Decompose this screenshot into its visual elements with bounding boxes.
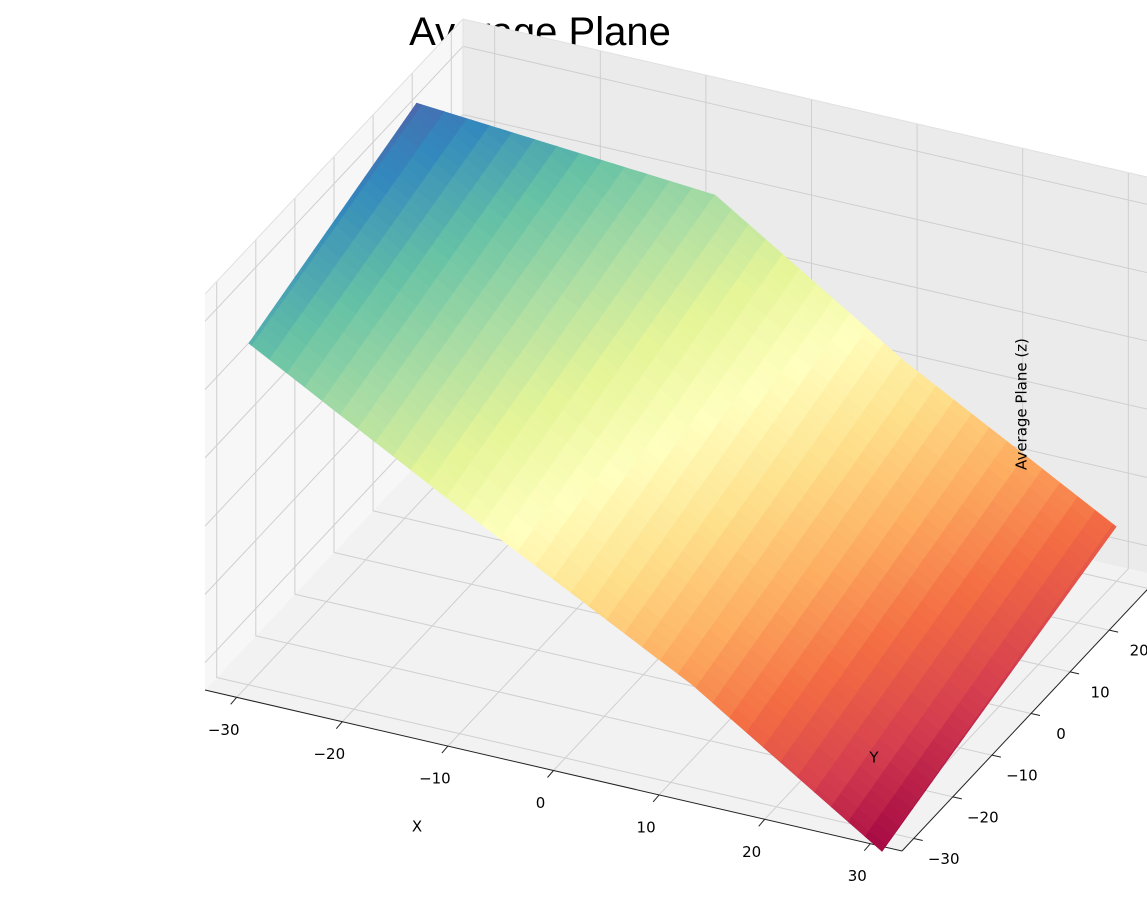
z-axis-label: Average Plane (z) [1013, 338, 1031, 470]
x-tick-label: 0 [536, 794, 546, 812]
surface-patch [437, 0, 461, 20]
surface-patch [418, 24, 442, 47]
y-tick [952, 796, 962, 800]
tick-marks [230, 629, 1119, 852]
x-tick [441, 745, 449, 754]
surface-patch [903, 849, 929, 852]
surface-patch [922, 822, 948, 847]
surface-patch [874, 854, 898, 877]
x-tick-label: −30 [208, 721, 240, 739]
y-tick [1109, 629, 1119, 633]
y-gridline [255, 239, 953, 798]
x-tick [758, 818, 766, 827]
surface-patch [424, 15, 448, 38]
y-tick-label: −10 [1006, 767, 1038, 785]
y-tick [913, 838, 923, 841]
surface-patch [474, 0, 498, 7]
surface-patch [431, 6, 455, 29]
surface-patch [891, 868, 915, 891]
y-tick-label: 0 [1056, 725, 1066, 743]
x-tick [230, 696, 238, 705]
y-gridline [216, 281, 914, 839]
surface-patch [491, 0, 515, 21]
x-axis-label: X [412, 818, 422, 836]
x-tick [547, 770, 554, 778]
y-tick-label: −20 [967, 808, 999, 826]
x-tick-label: −20 [313, 745, 345, 763]
y-tick [1030, 713, 1041, 716]
surface-patch [867, 863, 891, 886]
x-tick [863, 843, 871, 852]
x-tick-label: 20 [742, 843, 761, 861]
surface-patch [444, 0, 468, 11]
x-tick [335, 721, 343, 730]
y-axis-label: Y [868, 749, 879, 767]
x-tick-label: 10 [637, 818, 656, 836]
y-tick-label: 10 [1091, 683, 1110, 701]
x-tick [652, 794, 660, 803]
x-tick-label: 30 [848, 867, 867, 885]
x-tick-label: −10 [419, 770, 451, 788]
surface-patch [1105, 525, 1117, 550]
y-tick [991, 754, 1002, 758]
surface-patch [898, 859, 922, 882]
y-tick [1069, 671, 1080, 675]
y-tick-label: −30 [928, 850, 960, 868]
x-gridline [869, 172, 1129, 845]
surface-patch [450, 0, 474, 2]
y-tick-label: 20 [1130, 642, 1147, 660]
surface-patch [468, 0, 492, 16]
surface-patch [885, 878, 909, 901]
tick-labels: −30−20−100102030−30−20−10010203061261361… [208, 338, 1147, 885]
